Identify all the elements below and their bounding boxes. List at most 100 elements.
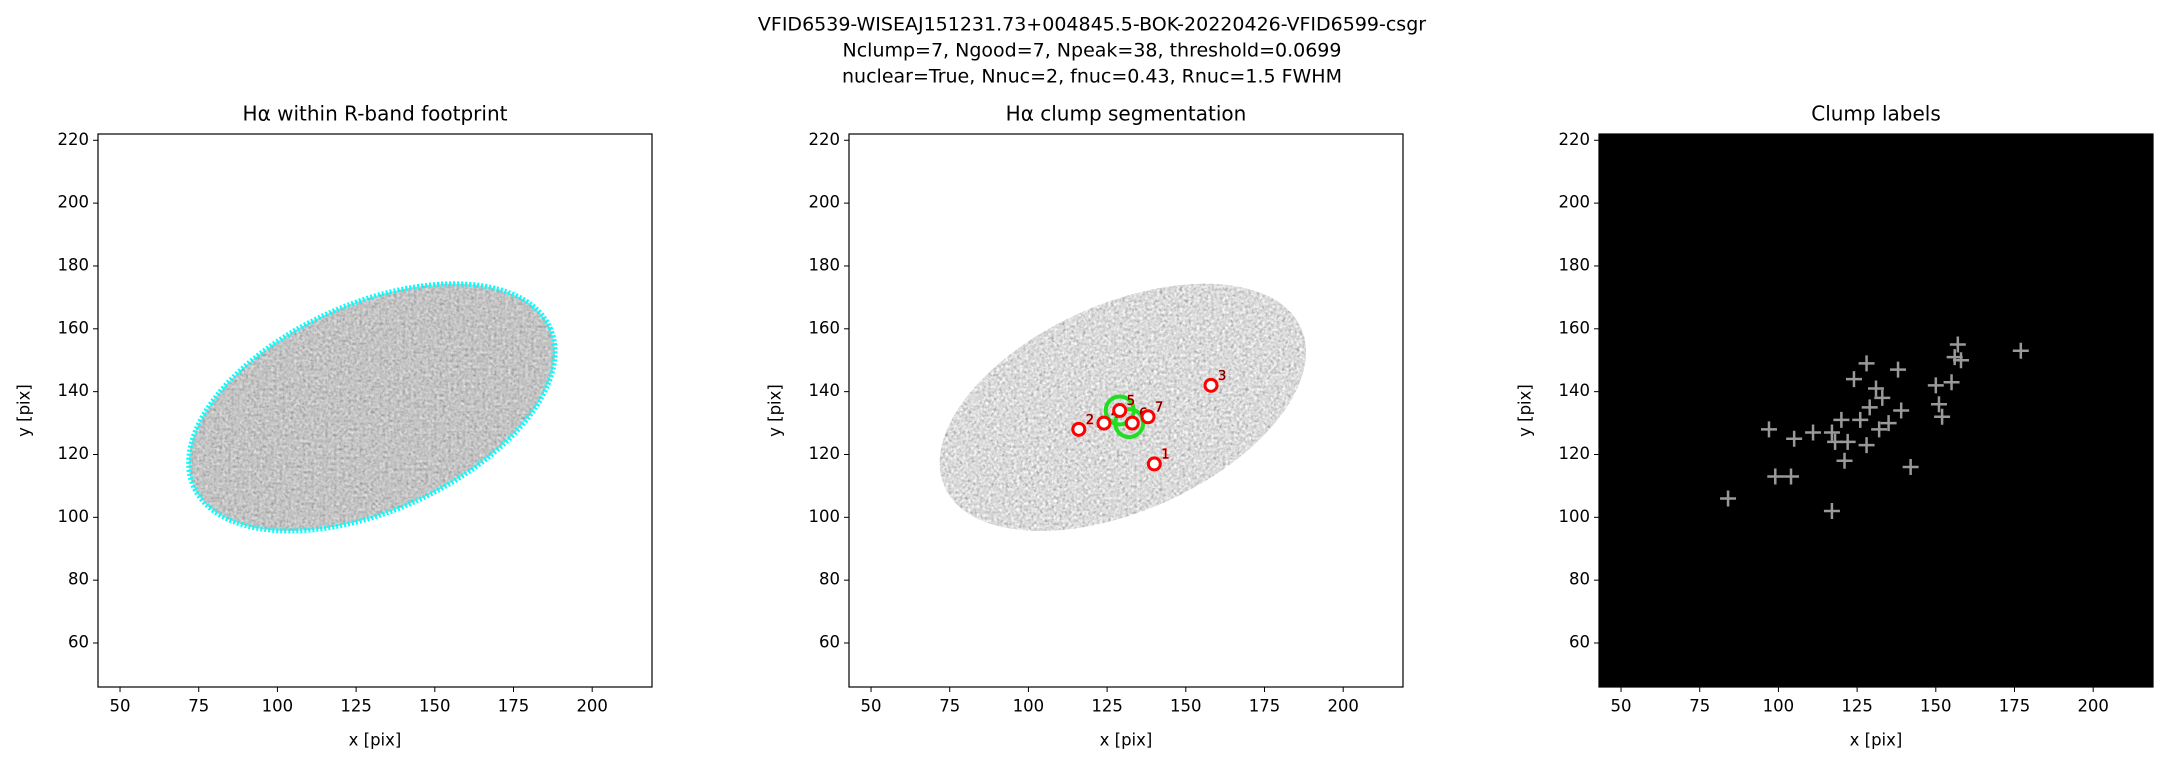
panel-title: Hα within R-band footprint xyxy=(243,102,508,126)
x-tick-label: 125 xyxy=(1841,697,1873,716)
y-tick-label: 200 xyxy=(809,193,841,212)
peak-marker xyxy=(1858,355,1875,372)
x-tick-label: 75 xyxy=(188,697,209,716)
peak-marker xyxy=(1871,421,1888,438)
y-tick-label: 100 xyxy=(809,507,841,526)
peak-marker xyxy=(1927,377,1944,394)
clump-id: 3 xyxy=(1218,369,1226,384)
y-tick-label: 180 xyxy=(809,255,841,274)
peak-marker xyxy=(1943,374,1960,391)
peak-marker xyxy=(1720,490,1737,507)
peak-marker xyxy=(1836,452,1853,469)
clump-marker xyxy=(1096,415,1112,431)
x-tick-label: 50 xyxy=(1611,697,1632,716)
peak-marker xyxy=(1786,430,1803,447)
clump-marker xyxy=(1112,403,1128,418)
y-tick-label: 100 xyxy=(58,507,90,526)
peak-marker xyxy=(1893,402,1910,419)
x-tick-label: 150 xyxy=(1920,697,1952,716)
x-axis-label: x [pix] xyxy=(1850,731,1903,750)
panel: 1234567507510012515017520060801001201401… xyxy=(766,102,1404,750)
peak-marker xyxy=(2012,342,2029,359)
x-tick-label: 100 xyxy=(262,697,294,716)
y-tick-label: 200 xyxy=(58,193,90,212)
panel-title: Hα clump segmentation xyxy=(1006,102,1247,126)
y-tick-label: 60 xyxy=(1569,633,1590,652)
clump-id: 5 xyxy=(1127,394,1135,409)
x-tick-label: 100 xyxy=(1013,697,1045,716)
x-tick-label: 175 xyxy=(498,697,530,716)
y-tick-label: 140 xyxy=(809,381,841,400)
peak-marker xyxy=(1823,503,1840,520)
axes-frame xyxy=(848,133,1404,688)
panel: 50 75 100 125 150 175 200 60 80 100 120 140 160 180 20… xyxy=(15,102,653,750)
suptitle: VFID6539-WISEAJ151231.73+004845.5-BOK-20… xyxy=(758,14,1426,36)
peak-marker xyxy=(1805,424,1822,441)
y-tick-label: 220 xyxy=(58,130,90,149)
peak-marker xyxy=(1874,389,1891,406)
y-tick-label: 220 xyxy=(809,130,841,149)
y-tick-label: 80 xyxy=(68,570,89,589)
panel-title: Clump labels xyxy=(1811,102,1941,126)
clump-id: 2 xyxy=(1086,413,1094,428)
x-tick-label: 50 xyxy=(110,697,131,716)
x-tick-label: 175 xyxy=(1999,697,2031,716)
peak-marker xyxy=(1839,433,1856,450)
label-image xyxy=(1599,134,2153,687)
clump-marker xyxy=(1140,409,1156,425)
y-tick-label: 180 xyxy=(1559,255,1591,274)
peak-marker xyxy=(1858,437,1875,454)
y-tick-label: 80 xyxy=(1569,570,1590,589)
x-tick-label: 200 xyxy=(2077,697,2109,716)
clump-marker xyxy=(1203,377,1219,393)
peak-marker xyxy=(1949,336,1966,353)
plot-area xyxy=(171,233,573,582)
y-tick-label: 160 xyxy=(58,318,90,337)
plot-area: 1234567 xyxy=(922,233,1324,582)
footprint xyxy=(186,281,558,534)
peak-marker xyxy=(1902,459,1919,476)
y-tick-label: 120 xyxy=(1559,444,1591,463)
y-tick-label: 60 xyxy=(819,633,840,652)
peak-marker xyxy=(1852,411,1869,428)
clump-marker xyxy=(1124,415,1140,431)
x-tick-label: 75 xyxy=(939,697,960,716)
x-tick-label: 200 xyxy=(576,697,608,716)
clump-id: 7 xyxy=(1155,400,1163,415)
y-axis-label: y [pix] xyxy=(766,384,785,437)
x-tick-label: 150 xyxy=(1170,697,1202,716)
x-tick-label: 50 xyxy=(861,697,882,716)
x-tick-label: 150 xyxy=(419,697,451,716)
peak-marker xyxy=(1760,421,1777,438)
x-tick-label: 100 xyxy=(1763,697,1795,716)
x-tick-label: 75 xyxy=(1689,697,1710,716)
y-tick-label: 140 xyxy=(58,381,90,400)
x-tick-label: 125 xyxy=(1091,697,1123,716)
peak-marker xyxy=(1868,380,1884,397)
y-tick-label: 60 xyxy=(68,633,89,652)
peak-marker xyxy=(1783,468,1800,485)
y-tick-label: 120 xyxy=(809,444,841,463)
suptitle: Nclump=7, Ngood=7, Npeak=38, threshold=0… xyxy=(843,40,1342,62)
galaxy-image xyxy=(171,233,573,582)
y-tick-label: 80 xyxy=(819,570,840,589)
axes-frame xyxy=(97,133,653,688)
y-tick-label: 140 xyxy=(1559,381,1591,400)
peak-marker xyxy=(1890,361,1907,378)
x-axis-label: x [pix] xyxy=(349,731,402,750)
plot-area xyxy=(1599,134,2153,687)
clump-marker xyxy=(1146,456,1162,472)
peak-marker xyxy=(1833,411,1850,428)
peak-marker xyxy=(1767,468,1784,485)
y-tick-label: 160 xyxy=(809,318,841,337)
x-tick-label: 125 xyxy=(340,697,372,716)
peak-marker xyxy=(1861,399,1878,416)
y-tick-label: 180 xyxy=(58,255,90,274)
y-axis-label: y [pix] xyxy=(15,384,34,437)
y-tick-label: 160 xyxy=(1559,318,1591,337)
peak-marker xyxy=(1930,396,1947,413)
x-tick-label: 175 xyxy=(1249,697,1281,716)
nuclear-marker xyxy=(1113,407,1146,440)
peak-marker xyxy=(1934,408,1951,425)
